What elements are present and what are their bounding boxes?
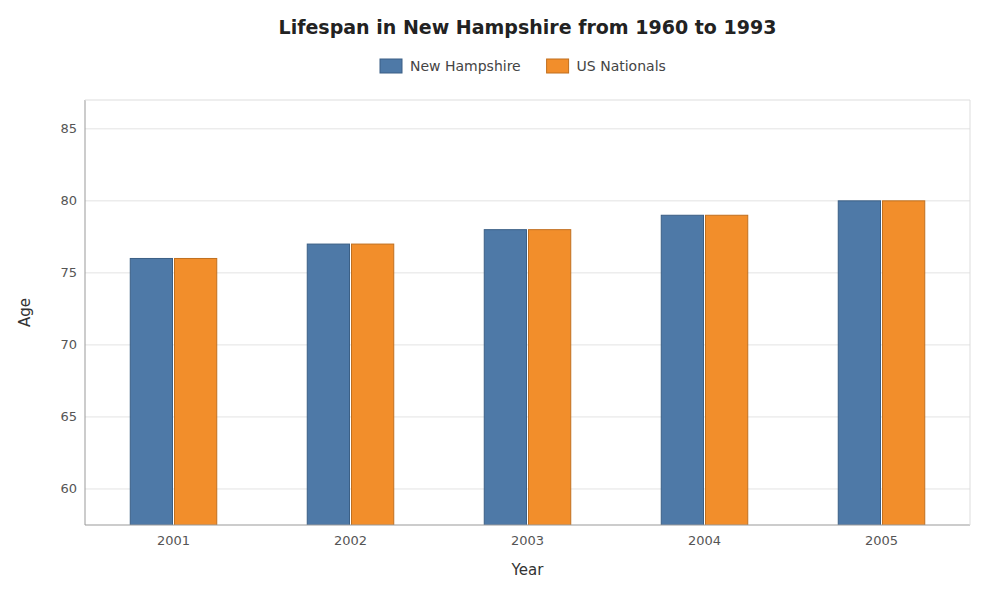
grid-line bbox=[85, 128, 970, 129]
plot-frame-top bbox=[85, 100, 970, 101]
x-tick-label: 2004 bbox=[688, 533, 721, 548]
y-tick-label: 80 bbox=[60, 193, 77, 208]
grid-line bbox=[85, 200, 970, 201]
bar bbox=[706, 215, 748, 525]
legend-swatch bbox=[547, 59, 569, 73]
chart-svg: Lifespan in New Hampshire from 1960 to 1… bbox=[0, 0, 1000, 600]
bars bbox=[130, 201, 925, 525]
grid-line bbox=[85, 272, 970, 273]
bar bbox=[130, 258, 172, 525]
bar bbox=[661, 215, 703, 525]
y-tick-label: 65 bbox=[60, 409, 77, 424]
bar bbox=[352, 244, 394, 525]
grid-line bbox=[85, 488, 970, 489]
y-tick-label: 75 bbox=[60, 265, 77, 280]
bar bbox=[484, 230, 526, 525]
legend-label: New Hampshire bbox=[410, 58, 521, 74]
x-tick-label: 2001 bbox=[157, 533, 190, 548]
y-axis-line bbox=[85, 100, 86, 525]
grid-line bbox=[85, 344, 970, 345]
y-axis-label: Age bbox=[16, 298, 34, 327]
legend: New Hampshire US Nationals bbox=[380, 58, 666, 74]
x-axis-line bbox=[85, 525, 970, 526]
legend-swatch bbox=[380, 59, 402, 73]
grid bbox=[85, 129, 970, 489]
legend-label: US Nationals bbox=[577, 58, 666, 74]
y-tick-label: 70 bbox=[60, 337, 77, 352]
x-tick-label: 2003 bbox=[511, 533, 544, 548]
bar bbox=[883, 201, 925, 525]
chart-container: Lifespan in New Hampshire from 1960 to 1… bbox=[0, 0, 1000, 600]
y-tick-label: 60 bbox=[60, 481, 77, 496]
bar bbox=[175, 258, 217, 525]
x-axis-label: Year bbox=[511, 561, 545, 579]
y-tick-label: 85 bbox=[60, 121, 77, 136]
bar bbox=[838, 201, 880, 525]
x-tick-label: 2005 bbox=[865, 533, 898, 548]
grid-line bbox=[85, 416, 970, 417]
chart-title: Lifespan in New Hampshire from 1960 to 1… bbox=[279, 16, 777, 38]
bar bbox=[529, 230, 571, 525]
x-tick-label: 2002 bbox=[334, 533, 367, 548]
plot-frame-right bbox=[970, 100, 971, 525]
bar bbox=[307, 244, 349, 525]
